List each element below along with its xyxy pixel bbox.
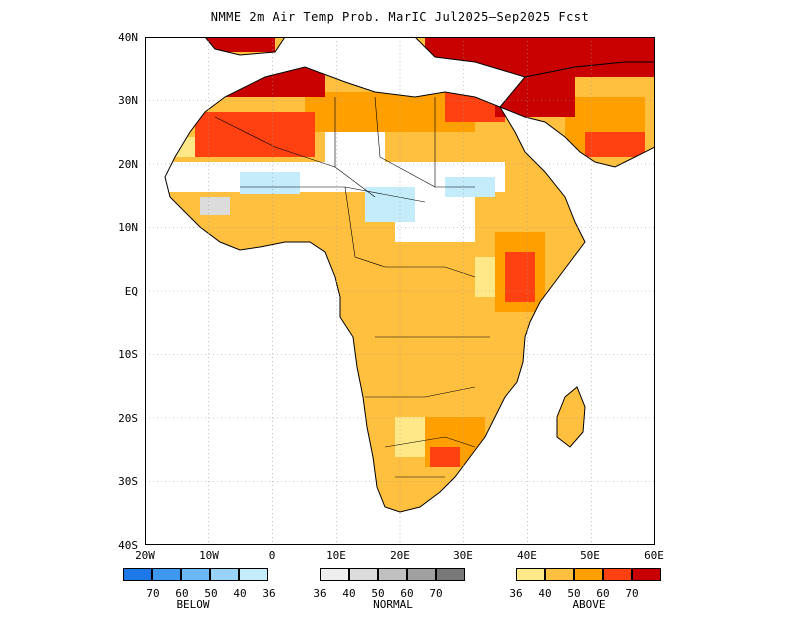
graticule	[145, 37, 655, 545]
shade-above-60-a	[195, 112, 315, 157]
below-swatch-5	[239, 568, 268, 581]
map-title: NMME 2m Air Temp Prob. MarIC Jul2025–Sep…	[210, 10, 590, 24]
above-caption: ABOVE	[572, 598, 606, 611]
above-swatch-1	[516, 568, 545, 581]
above-swatch-2	[545, 568, 574, 581]
below-swatch-2	[152, 568, 181, 581]
normal-swatch-3	[378, 568, 407, 581]
normal-swatch-2	[349, 568, 378, 581]
above-tick-40: 40	[538, 587, 552, 600]
y-label-20n: 20N	[118, 158, 138, 171]
shade-above-60-c	[505, 252, 535, 302]
y-label-eq: EQ	[124, 285, 138, 298]
y-label-20s: 20S	[118, 412, 138, 425]
normal-tick-70: 70	[429, 587, 443, 600]
x-label-20e: 20E	[390, 549, 410, 562]
shade-normal-40	[200, 197, 230, 215]
below-tick-60: 60	[175, 587, 189, 600]
normal-tick-36: 36	[313, 587, 327, 600]
shade-above-60-d	[585, 132, 645, 157]
map-frame	[145, 37, 655, 545]
normal-caption: NORMAL	[373, 598, 413, 611]
shade-above-60-e	[430, 447, 460, 467]
x-label-30e: 30E	[453, 549, 473, 562]
x-label-10w: 10W	[199, 549, 219, 562]
y-label-30s: 30S	[118, 475, 138, 488]
shade-below-36-b	[365, 187, 415, 222]
below-swatch-1	[123, 568, 152, 581]
above-swatch-3	[574, 568, 603, 581]
normal-swatch-5	[436, 568, 465, 581]
below-tick-40: 40	[233, 587, 247, 600]
africa-probability-map	[145, 37, 655, 545]
below-tick-70: 70	[146, 587, 160, 600]
normal-tick-50: 50	[371, 587, 385, 600]
above-swatch-4	[603, 568, 632, 581]
normal-tick-40: 40	[342, 587, 356, 600]
normal-swatch-1	[320, 568, 349, 581]
x-label-50e: 50E	[580, 549, 600, 562]
above-swatch-5	[632, 568, 661, 581]
below-caption: BELOW	[176, 598, 210, 611]
y-label-40n: 40N	[118, 31, 138, 44]
above-tick-70: 70	[625, 587, 639, 600]
x-label-0: 0	[268, 549, 276, 562]
shade-below-36-a	[240, 172, 300, 194]
normal-swatch-4	[407, 568, 436, 581]
below-tick-50: 50	[204, 587, 218, 600]
above-tick-50: 50	[567, 587, 581, 600]
above-tick-60: 60	[596, 587, 610, 600]
country-borders	[214, 96, 490, 478]
x-label-10e: 10E	[326, 549, 346, 562]
x-label-40e: 40E	[517, 549, 537, 562]
x-label-20w: 20W	[135, 549, 155, 562]
y-label-10s: 10S	[118, 348, 138, 361]
shade-above-70-d	[205, 37, 275, 52]
normal-tick-60: 60	[400, 587, 414, 600]
y-label-10n: 10N	[118, 221, 138, 234]
coastlines	[164, 37, 655, 513]
y-label-40s: 40S	[118, 539, 138, 552]
below-tick-36: 36	[262, 587, 276, 600]
x-label-60e: 60E	[644, 549, 664, 562]
y-label-30n: 30N	[118, 94, 138, 107]
below-swatch-3	[181, 568, 210, 581]
below-swatch-4	[210, 568, 239, 581]
above-tick-36: 36	[509, 587, 523, 600]
shade-none-libya	[325, 127, 385, 167]
